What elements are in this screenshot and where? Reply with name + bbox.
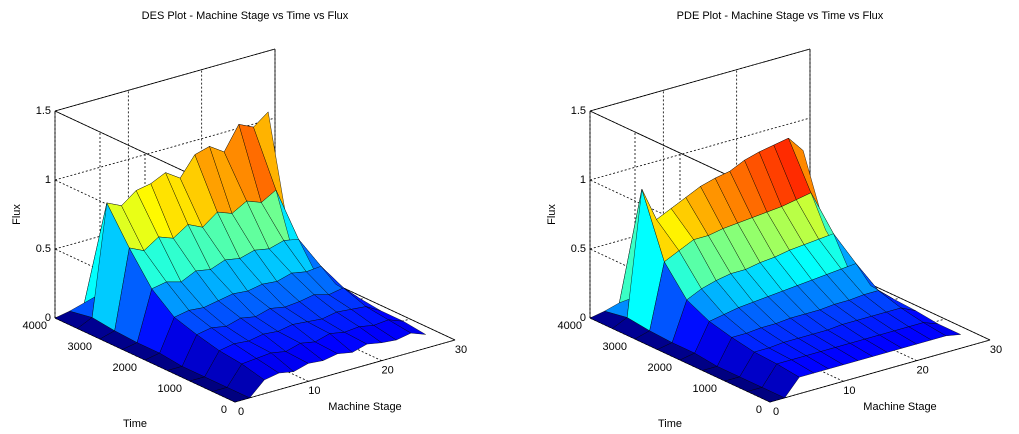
y-axis-label: Time bbox=[123, 418, 147, 430]
z-tick-label: 1 bbox=[45, 174, 51, 186]
z-tick-label: 1.5 bbox=[36, 105, 51, 117]
y-tick-label: 1000 bbox=[693, 383, 717, 395]
chart-title: PDE Plot - Machine Stage vs Time vs Flux bbox=[677, 10, 884, 22]
axis-box bbox=[769, 339, 991, 403]
y-tick-label: 4000 bbox=[558, 320, 582, 332]
surface-patch bbox=[923, 322, 962, 337]
y-tick-label: 3000 bbox=[68, 341, 92, 353]
z-tick-label: 0.5 bbox=[36, 243, 51, 255]
y-tick-label: 0 bbox=[756, 404, 762, 416]
y-tick-label: 1000 bbox=[158, 383, 182, 395]
x-tick-label: 10 bbox=[843, 385, 855, 397]
z-axis-label: Flux bbox=[546, 204, 558, 225]
x-axis-label: Machine Stage bbox=[328, 401, 401, 413]
y-axis-label: Time bbox=[658, 418, 682, 430]
surface-patch bbox=[388, 319, 426, 335]
y-tick-label: 4000 bbox=[23, 320, 47, 332]
x-axis-label: Machine Stage bbox=[863, 401, 936, 413]
z-tick-label: 0.5 bbox=[571, 243, 586, 255]
x-tick-label: 0 bbox=[238, 406, 244, 418]
z-tick-label: 1 bbox=[580, 174, 586, 186]
z-tick-label: 0 bbox=[580, 312, 586, 324]
x-tick-label: 20 bbox=[382, 365, 394, 377]
y-tick-label: 0 bbox=[221, 404, 227, 416]
y-tick-label: 3000 bbox=[603, 341, 627, 353]
x-tick-label: 0 bbox=[773, 406, 779, 418]
axis-box bbox=[234, 339, 456, 403]
y-tick-label: 2000 bbox=[113, 362, 137, 374]
z-tick-label: 0 bbox=[45, 312, 51, 324]
z-tick-label: 1.5 bbox=[571, 105, 586, 117]
chart-title: DES Plot - Machine Stage vs Time vs Flux bbox=[142, 10, 349, 22]
surface-plot: 0 0.5 1 1.5 0 10 20 30 0 1000 2000 3000 4000 DES Plot… bbox=[11, 10, 467, 430]
surface-plot: 0 0.5 1 1.5 0 10 20 30 0 1000 2000 3000 4000 PDE Plot… bbox=[546, 10, 1002, 430]
axis-box bbox=[589, 48, 811, 112]
y-tick-label: 2000 bbox=[648, 362, 672, 374]
z-axis-label: Flux bbox=[11, 204, 23, 225]
x-tick-label: 10 bbox=[308, 385, 320, 397]
axis-box bbox=[54, 48, 276, 112]
x-tick-label: 30 bbox=[990, 344, 1002, 356]
x-tick-label: 20 bbox=[917, 365, 929, 377]
x-tick-label: 30 bbox=[455, 344, 467, 356]
